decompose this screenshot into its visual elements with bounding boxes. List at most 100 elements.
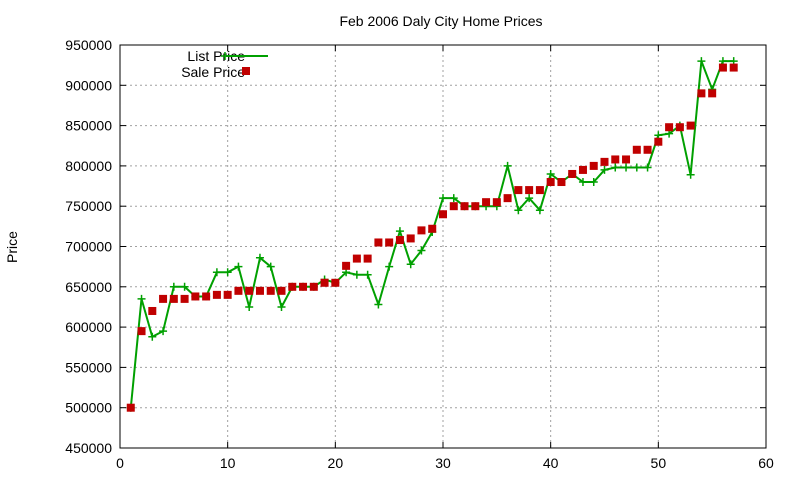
y-tick-label: 850000 <box>65 118 112 134</box>
y-tick-label: 750000 <box>65 198 112 214</box>
legend-list-price-label: List Price <box>187 48 245 64</box>
list-price-point <box>611 163 620 172</box>
sale-price-point <box>471 202 480 211</box>
sale-price-point <box>439 210 447 219</box>
list-price-point <box>245 302 254 311</box>
y-tick-label: 600000 <box>65 319 112 335</box>
sale-price-point <box>578 165 587 174</box>
list-price-point <box>148 332 157 341</box>
sale-price-point <box>503 194 512 203</box>
sale-price-point <box>428 224 437 233</box>
y-tick-label: 500000 <box>65 400 112 416</box>
axis-ticks: 0 10 20 30 40 50 60 450000 500000 550000 600000 650… <box>65 37 774 471</box>
sale-price-point <box>417 226 426 235</box>
sale-price-point <box>255 286 264 295</box>
y-axis-label: Price <box>4 231 20 263</box>
sale-price-point <box>374 238 383 247</box>
list-price-point <box>417 246 426 255</box>
sale-price-point <box>525 186 534 195</box>
list-price-point <box>255 253 264 262</box>
sale-price-point <box>643 145 652 154</box>
y-tick-label: 450000 <box>65 440 112 456</box>
list-price-point <box>589 178 598 187</box>
sale-price-point <box>589 161 598 170</box>
sale-price-point <box>406 234 415 243</box>
list-price-point <box>697 57 706 66</box>
list-price-point <box>159 327 168 336</box>
sale-price-point <box>654 137 663 146</box>
y-tick-label: 900000 <box>65 77 112 93</box>
x-tick-label: 20 <box>328 455 344 471</box>
sale-price-point <box>223 290 232 299</box>
list-price-point <box>223 268 232 277</box>
sale-price-point <box>675 123 684 132</box>
list-price-point <box>385 262 394 271</box>
sale-price-point <box>234 286 243 295</box>
sale-price-point <box>718 63 727 72</box>
sale-price-point <box>159 294 168 303</box>
list-price-point <box>600 165 609 174</box>
y-tick-label: 650000 <box>65 279 112 295</box>
sale-price-point <box>202 292 211 301</box>
sale-price-point <box>331 278 340 287</box>
list-price-point <box>514 206 523 215</box>
legend-swatches <box>221 52 268 75</box>
list-price-point <box>535 206 544 215</box>
list-price-point <box>439 194 447 203</box>
x-tick-label: 50 <box>651 455 667 471</box>
sale-price-point <box>342 261 351 270</box>
sale-price-point <box>137 327 146 336</box>
plot-frame <box>119 44 767 449</box>
sale-price-point <box>449 202 458 211</box>
list-price-point <box>525 194 534 203</box>
sale-price-point <box>299 282 308 291</box>
list-price-point <box>449 194 458 203</box>
sale-price-point <box>665 123 674 132</box>
sale-price-point <box>546 178 555 187</box>
y-tick-label: 550000 <box>65 359 112 375</box>
list-price-point <box>406 260 415 269</box>
list-price-point <box>277 302 286 311</box>
list-price-point <box>212 268 221 277</box>
list-price-point <box>180 282 189 291</box>
sale-price-point <box>309 282 318 291</box>
x-tick-label: 40 <box>543 455 559 471</box>
sale-price-point <box>148 306 157 315</box>
legend-sale-price-swatch <box>242 67 250 75</box>
sale-price-point <box>363 254 372 263</box>
sale-price-point <box>212 290 221 299</box>
x-tick-label: 10 <box>220 455 236 471</box>
sale-price-point <box>622 155 631 164</box>
sale-price-point <box>395 236 404 245</box>
list-price-point <box>622 163 631 172</box>
list-price-point <box>266 262 275 271</box>
legend-sale-price-label: Sale Price <box>181 64 245 80</box>
sale-price-point <box>180 294 189 303</box>
y-tick-label: 700000 <box>65 239 112 255</box>
list-price-point <box>137 294 146 303</box>
x-tick-label: 0 <box>116 455 124 471</box>
sale-price-point <box>245 286 254 295</box>
list-price-point <box>546 169 555 178</box>
sale-price-point <box>385 238 394 247</box>
sale-price-point <box>600 157 609 166</box>
sale-price-point <box>492 198 501 207</box>
sale-price-point <box>126 403 135 412</box>
list-price-point <box>352 270 361 279</box>
list-price-point <box>169 282 178 291</box>
sale-price-point <box>482 198 491 207</box>
sale-price-point <box>697 89 706 98</box>
sale-price-point <box>266 286 275 295</box>
sale-price-point <box>320 278 329 287</box>
sale-price-point <box>514 186 523 195</box>
sale-price-point <box>288 282 297 291</box>
sale-price-point <box>557 178 566 187</box>
list-price-point <box>632 163 641 172</box>
legend: List Price Sale Price <box>181 48 268 80</box>
sale-price-point <box>460 202 469 211</box>
data-series <box>126 57 738 412</box>
chart-title: Feb 2006 Daly City Home Prices <box>339 13 542 29</box>
list-price-point <box>686 170 695 179</box>
x-tick-label: 60 <box>758 455 774 471</box>
